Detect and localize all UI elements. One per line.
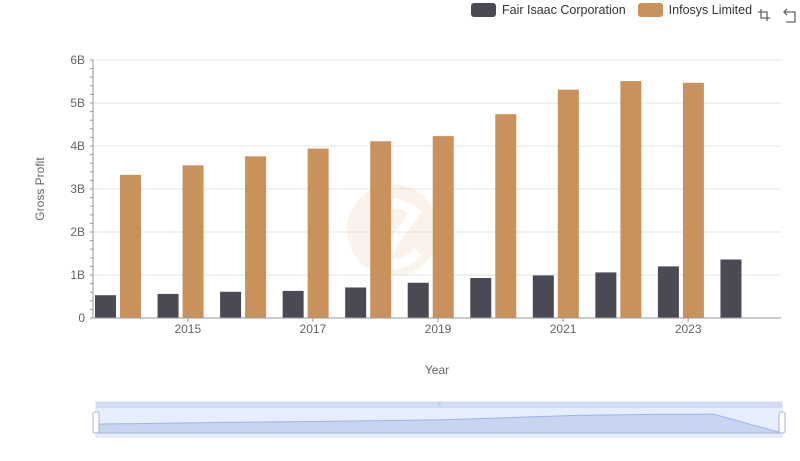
restore-icon[interactable]: [781, 6, 799, 24]
data-zoom-slider[interactable]: ≡: [92, 401, 786, 438]
x-tick-label: 2015: [174, 322, 201, 336]
bars: [95, 81, 742, 319]
legend-label-infosys: Infosys Limited: [668, 3, 753, 17]
bar-fair-isaac-corporation-2024[interactable]: [720, 259, 742, 318]
bar-infosys-limited-2019[interactable]: [432, 136, 454, 318]
bar-infosys-limited-2016[interactable]: [245, 156, 267, 318]
legend-swatch-fair-isaac: [471, 3, 496, 17]
bar-fair-isaac-corporation-2020[interactable]: [470, 278, 492, 318]
y-tick-label: 3B: [70, 182, 85, 196]
data-zoom-grip-icon[interactable]: ≡: [437, 402, 441, 408]
bar-infosys-limited-2022[interactable]: [620, 81, 642, 318]
axes: [90, 59, 781, 322]
watermark-logo: [347, 184, 439, 276]
y-tick-label: 0: [78, 311, 85, 325]
data-zoom-preview-line: [95, 413, 783, 434]
bar-fair-isaac-corporation-2019[interactable]: [407, 282, 429, 318]
bar-infosys-limited-2018[interactable]: [370, 141, 392, 318]
x-tick-label: 2017: [300, 322, 327, 336]
x-tick-label: 2019: [425, 322, 452, 336]
y-axis-label: Gross Profit: [33, 157, 47, 221]
y-tick-label: 5B: [70, 96, 85, 110]
bar-fair-isaac-corporation-2022[interactable]: [595, 272, 617, 318]
zoom-icon[interactable]: [755, 6, 773, 24]
bar-fair-isaac-corporation-2016[interactable]: [220, 291, 242, 318]
y-tick-label: 6B: [70, 53, 85, 67]
y-tick-label: 1B: [70, 268, 85, 282]
x-tick-labels: 2015 2017 2019 2021 2023: [174, 322, 701, 336]
bar-fair-isaac-corporation-2014[interactable]: [95, 295, 116, 318]
legend-item-fair-isaac[interactable]: Fair Isaac Corporation: [471, 3, 626, 17]
bar-infosys-limited-2015[interactable]: [182, 165, 204, 318]
bar-fair-isaac-corporation-2015[interactable]: [157, 293, 179, 318]
bar-fair-isaac-corporation-2018[interactable]: [345, 287, 367, 318]
bar-infosys-limited-2020[interactable]: [495, 114, 517, 319]
x-axis-label: Year: [425, 363, 449, 377]
legend-swatch-infosys: [637, 3, 663, 17]
y-tick-label: 4B: [70, 139, 85, 153]
y-tick-labels: 0 1B 2B 3B 4B 5B 6B: [70, 53, 85, 325]
bar-infosys-limited-2017[interactable]: [307, 148, 329, 318]
y-tick-label: 2B: [70, 225, 85, 239]
legend: Fair Isaac Corporation Infosys Limited: [471, 3, 764, 17]
legend-item-infosys[interactable]: Infosys Limited: [637, 3, 753, 17]
data-zoom-right-handle[interactable]: [778, 411, 786, 434]
bar-fair-isaac-corporation-2021[interactable]: [532, 275, 554, 318]
data-zoom-left-handle[interactable]: [92, 411, 100, 434]
x-tick-label: 2021: [550, 322, 577, 336]
bar-infosys-limited-2014[interactable]: [120, 174, 141, 318]
bar-infosys-limited-2021[interactable]: [557, 89, 579, 318]
bar-fair-isaac-corporation-2023[interactable]: [657, 266, 679, 318]
bar-infosys-limited-2023[interactable]: [682, 82, 704, 318]
bar-fair-isaac-corporation-2017[interactable]: [282, 290, 304, 318]
chart-toolbox: [747, 6, 799, 24]
legend-label-fair-isaac: Fair Isaac Corporation: [502, 3, 626, 17]
x-tick-label: 2023: [675, 322, 702, 336]
